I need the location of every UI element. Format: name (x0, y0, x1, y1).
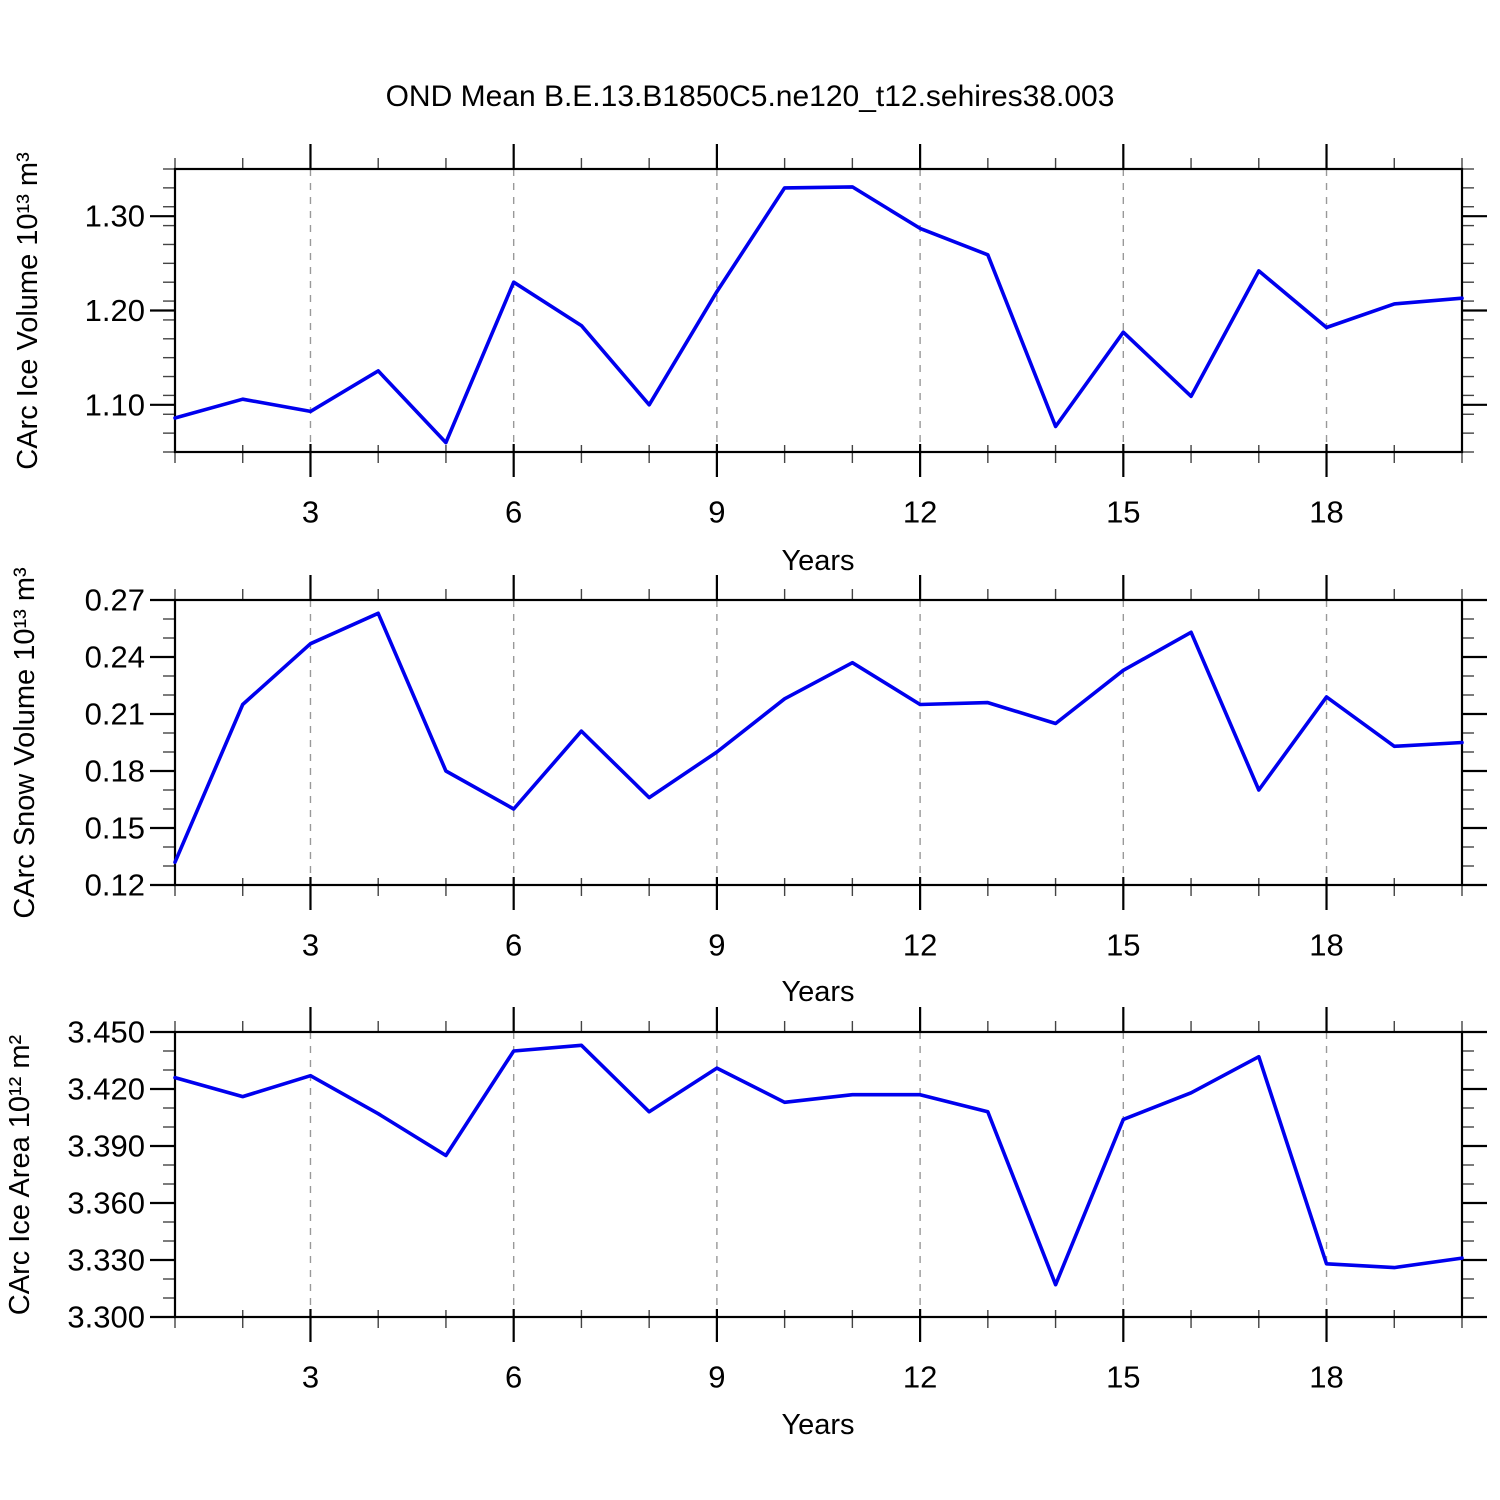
x-axis-title-panel1: Years (781, 545, 855, 577)
x-axis-title-panel3: Years (781, 1409, 855, 1441)
x-axis-title-panel2: Years (781, 976, 855, 1008)
x-tick-label: 15 (1106, 495, 1140, 530)
x-tick-label: 18 (1309, 1360, 1343, 1395)
plot-frame-panel3 (173, 1030, 1464, 1319)
x-tick-label: 6 (505, 928, 522, 963)
data-series-panel2 (173, 611, 1464, 865)
x-tick-label: 3 (302, 928, 319, 963)
y-tick-label: 1.10 (85, 387, 145, 422)
y-tick-label: 3.390 (67, 1129, 145, 1164)
y-tick-label: 3.300 (67, 1300, 145, 1335)
y-tick-label: 0.15 (85, 811, 145, 846)
y-tick-label: 3.330 (67, 1243, 145, 1278)
x-tick-label: 18 (1309, 495, 1343, 530)
plot-frame-panel1 (173, 167, 1464, 454)
x-tick-label: 3 (302, 1360, 319, 1395)
y-axis-label-ice-volume: CArc Ice Volume 10¹³ m³ (12, 152, 44, 470)
plot-frame-panel2 (173, 598, 1464, 887)
x-tick-label: 6 (505, 495, 522, 530)
y-tick-label: 3.360 (67, 1186, 145, 1221)
y-tick-label: 0.18 (85, 754, 145, 789)
chart-title: OND Mean B.E.13.B1850C5.ne120_t12.sehire… (385, 80, 1115, 113)
x-tick-label: 12 (903, 928, 937, 963)
x-tick-label: 12 (903, 1360, 937, 1395)
x-tick-label: 9 (708, 495, 725, 530)
y-tick-label: 0.27 (85, 583, 145, 618)
x-tick-label: 15 (1106, 1360, 1140, 1395)
x-tick-label: 12 (903, 495, 937, 530)
y-tick-label: 3.450 (67, 1015, 145, 1050)
data-series-panel3 (173, 1043, 1464, 1287)
y-axis-label-ice-area: CArc Ice Area 10¹² m² (4, 1034, 36, 1316)
x-tick-label: 3 (302, 495, 319, 530)
x-tick-label: 15 (1106, 928, 1140, 963)
y-tick-label: 1.30 (85, 199, 145, 234)
x-tick-label: 6 (505, 1360, 522, 1395)
x-tick-label: 9 (708, 928, 725, 963)
y-tick-label: 1.20 (85, 293, 145, 328)
x-tick-label: 9 (708, 1360, 725, 1395)
y-tick-label: 0.21 (85, 697, 145, 732)
y-tick-label: 0.12 (85, 868, 145, 903)
x-tick-label: 18 (1309, 928, 1343, 963)
y-axis-label-snow-volume: CArc Snow Volume 10¹³ m³ (9, 567, 41, 919)
y-tick-label: 0.24 (85, 640, 145, 675)
data-series-panel1 (173, 185, 1464, 445)
y-tick-label: 3.420 (67, 1072, 145, 1107)
